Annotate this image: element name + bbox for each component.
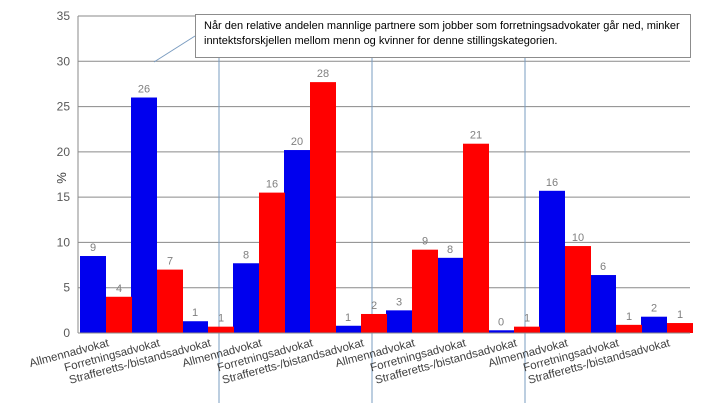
data-label: 1 bbox=[218, 313, 224, 325]
bar bbox=[233, 263, 259, 333]
bar bbox=[284, 150, 310, 333]
bar bbox=[208, 326, 234, 333]
data-label: 26 bbox=[138, 84, 150, 96]
bar bbox=[412, 249, 438, 333]
data-label: 1 bbox=[677, 309, 683, 321]
bar bbox=[310, 82, 336, 333]
data-label: 3 bbox=[396, 296, 402, 308]
data-label: 9 bbox=[90, 242, 96, 254]
data-label: 2 bbox=[371, 300, 377, 312]
annotation-pointer bbox=[153, 35, 196, 63]
data-label: 10 bbox=[572, 232, 584, 244]
bar bbox=[641, 316, 667, 333]
bar bbox=[182, 321, 208, 333]
y-tick-label: 5 bbox=[63, 281, 70, 295]
bar bbox=[259, 192, 285, 333]
data-label: 4 bbox=[116, 283, 122, 295]
data-label: 7 bbox=[167, 256, 173, 268]
bar bbox=[590, 275, 616, 333]
data-label: 1 bbox=[524, 313, 530, 325]
bar bbox=[335, 325, 361, 333]
bar bbox=[463, 143, 489, 333]
y-tick-label: 35 bbox=[57, 9, 71, 23]
x-axis-ticks: AllmennadvokatForretningsadvokatStraffer… bbox=[28, 337, 672, 387]
bar bbox=[386, 310, 412, 333]
bars bbox=[80, 82, 693, 333]
data-label: 6 bbox=[600, 261, 606, 273]
gridlines bbox=[78, 15, 690, 289]
bar bbox=[514, 326, 540, 333]
data-label: 21 bbox=[470, 130, 482, 142]
data-label: 28 bbox=[317, 68, 329, 80]
data-label: 16 bbox=[266, 179, 278, 191]
bar bbox=[361, 313, 387, 333]
bar bbox=[488, 330, 514, 333]
bar bbox=[131, 97, 157, 333]
bar bbox=[539, 190, 565, 333]
data-label: 2 bbox=[651, 303, 657, 315]
data-label: 0 bbox=[498, 316, 504, 328]
y-tick-label: 25 bbox=[57, 100, 71, 114]
bar bbox=[80, 256, 106, 333]
y-axis-ticks: 0 5 10 15 20 25 30 35 bbox=[57, 9, 71, 340]
bar bbox=[437, 257, 463, 333]
data-label: 20 bbox=[291, 136, 303, 148]
bar bbox=[106, 296, 132, 333]
data-label: 16 bbox=[546, 177, 558, 189]
data-label: 8 bbox=[243, 249, 249, 261]
bar bbox=[565, 246, 591, 333]
y-tick-label: 20 bbox=[57, 145, 71, 159]
data-label: 1 bbox=[626, 311, 632, 323]
axes bbox=[77, 16, 690, 334]
group-separators bbox=[218, 52, 526, 403]
data-label: 1 bbox=[345, 312, 351, 324]
data-labels: 9 26 1 8 20 1 3 8 0 16 6 2 4 7 1 16 28 2 9 21 1 10 1 1 bbox=[90, 68, 683, 328]
y-tick-label: 30 bbox=[57, 54, 71, 68]
y-tick-label: 0 bbox=[63, 326, 70, 340]
data-label: 1 bbox=[192, 307, 198, 319]
y-tick-label: 15 bbox=[57, 190, 71, 204]
data-label: 9 bbox=[422, 236, 428, 248]
y-tick-label: 10 bbox=[57, 235, 71, 249]
annotation-box: Når den relative andelen mannlige partne… bbox=[195, 14, 691, 58]
y-axis-label: % bbox=[54, 172, 69, 184]
data-label: 8 bbox=[447, 244, 453, 256]
bar bbox=[157, 269, 183, 333]
bar bbox=[667, 323, 693, 333]
bar bbox=[616, 324, 642, 333]
